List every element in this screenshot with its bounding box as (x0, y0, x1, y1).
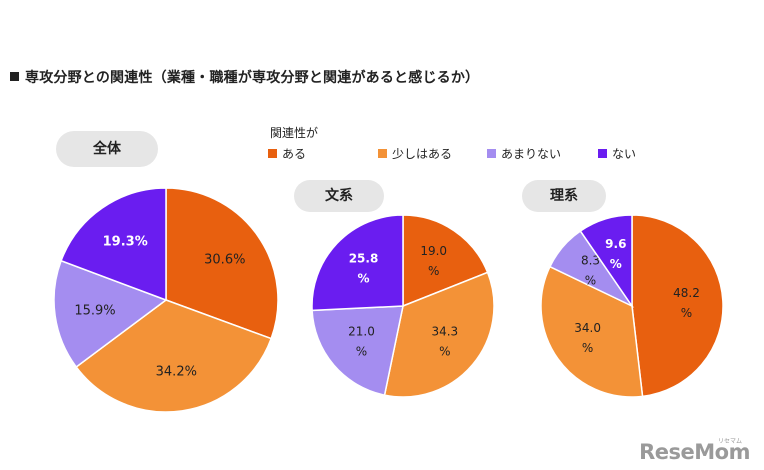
chart-title-text: 専攻分野との関連性（業種・職種が専攻分野と関連があると感じるか） (25, 70, 480, 86)
pie-0-label-amari: 15.9% (74, 304, 115, 319)
pie-1-label-aru: 19.0% (420, 244, 447, 278)
legend-item-amari: あまりない (487, 145, 561, 162)
pie-0-label-nai: 19.3% (103, 235, 148, 250)
legend-label: 少しはある (392, 147, 453, 161)
pie-title-all: 全体 (56, 131, 158, 167)
pie-1-label-sukoshi: 34.3% (431, 324, 458, 358)
pie-0-label-aru: 30.6% (204, 253, 245, 268)
pie-1-slice-amari (311, 305, 404, 396)
legend-title: 関連性が (270, 126, 319, 140)
pie-0-slice-sukoshi (75, 299, 273, 413)
pie-2-label-aru: 48.2% (673, 286, 700, 320)
legend-label: ない (612, 147, 637, 161)
pie-0-slice-amari (53, 259, 168, 369)
pie-0-label-sukoshi: 34.2% (156, 365, 197, 380)
legend-swatch (378, 149, 387, 158)
pie-0-slice-nai (60, 187, 167, 302)
pie-1-label-nai: 25.8% (349, 252, 379, 286)
chart-title: 専攻分野との関連性（業種・職種が専攻分野と関連があると感じるか） (10, 67, 479, 87)
pie-2-slice-nai (579, 214, 633, 309)
legend-item-aru: ある (268, 145, 306, 162)
logo-kana: リセマム (717, 438, 742, 445)
title-square-icon (10, 72, 19, 81)
resemom-logo: リセマム ReseMom (639, 438, 750, 464)
pie-1-slice-sukoshi (383, 271, 495, 398)
legend-label: ある (282, 147, 307, 161)
pie-0-slice-aru (165, 187, 279, 340)
pie-title-humanities: 文系 (294, 180, 384, 212)
legend-item-nai: ない (598, 145, 636, 162)
legend-swatch (487, 149, 496, 158)
pie-2-label-sukoshi: 34.0% (574, 321, 601, 355)
pie-2-label-amari: 8.3% (581, 254, 600, 288)
pie-1-slice-nai (311, 214, 404, 312)
legend-swatch (598, 149, 607, 158)
pie-1-slice-aru (402, 214, 489, 308)
pie-2-label-nai: 9.6% (605, 237, 626, 271)
pie-1-label-amari: 21.0% (348, 325, 375, 359)
logo-text: ReseMom (639, 440, 750, 464)
pie-title-sciences: 理系 (522, 180, 606, 212)
legend-item-sukoshi: 少しはある (378, 145, 452, 162)
legend-swatch (268, 149, 277, 158)
pie-2-slice-aru (631, 214, 724, 398)
legend-label: あまりない (501, 147, 562, 161)
